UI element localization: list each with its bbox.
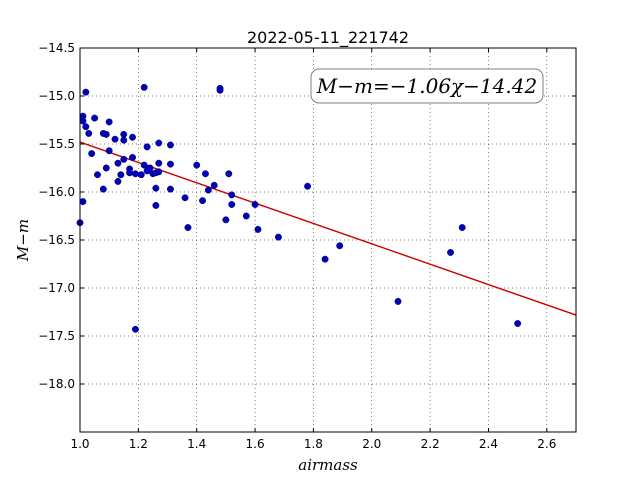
y-tick-label: −15.0 xyxy=(38,89,75,103)
data-point xyxy=(111,135,119,143)
data-point xyxy=(228,201,236,208)
data-point xyxy=(184,224,192,231)
x-tick-labels: 1.0 1.2 1.4 1.6 1.8 2.0 2.2 2.4 2.6 xyxy=(70,437,556,451)
data-point xyxy=(79,117,87,125)
x-tick-label: 2.4 xyxy=(479,437,498,451)
data-point xyxy=(82,88,90,96)
data-point xyxy=(79,198,87,206)
data-point xyxy=(137,171,145,179)
y-tick-label: −14.5 xyxy=(38,41,75,55)
y-tick-labels: −14.5 −15.0 −15.5 −16.0 −16.5 −17.0 −17.5 −18.0 xyxy=(38,41,75,391)
data-point xyxy=(105,118,113,126)
data-point xyxy=(85,129,93,137)
data-point xyxy=(228,191,236,199)
data-point xyxy=(181,194,189,202)
data-point xyxy=(120,155,128,163)
data-point xyxy=(166,141,174,149)
y-tick-label: −17.0 xyxy=(38,281,75,295)
y-tick-label: −17.5 xyxy=(38,329,75,343)
data-point xyxy=(88,150,96,158)
data-point xyxy=(225,170,233,178)
data-point xyxy=(274,233,282,241)
x-tick-label: 2.0 xyxy=(362,437,381,451)
x-tick-label: 1.0 xyxy=(70,437,89,451)
annotation-text: M−m=−1.06χ−14.42 xyxy=(316,74,537,98)
data-point xyxy=(99,185,107,193)
data-point xyxy=(126,165,134,173)
data-point xyxy=(82,123,90,131)
x-tick-label: 2.6 xyxy=(537,437,556,451)
x-tick-label: 1.6 xyxy=(246,437,265,451)
data-point xyxy=(146,164,154,172)
data-point xyxy=(152,201,160,209)
data-point xyxy=(140,83,148,91)
data-point xyxy=(199,197,206,205)
data-point xyxy=(254,225,262,233)
x-tick-label: 1.2 xyxy=(129,437,148,451)
fit-line-layer xyxy=(79,141,577,316)
data-point xyxy=(120,130,128,138)
annotation-box xyxy=(310,68,544,104)
x-tick-label: 1.8 xyxy=(304,437,323,451)
data-point xyxy=(394,297,402,305)
data-point xyxy=(152,184,160,192)
data-point xyxy=(202,170,209,178)
data-point xyxy=(117,171,125,179)
y-tick-label: −16.0 xyxy=(38,185,75,199)
data-point xyxy=(166,160,174,168)
data-point xyxy=(94,171,101,179)
data-point xyxy=(155,139,163,147)
data-point xyxy=(131,170,139,178)
chart-title: 2022-05-11_221742 xyxy=(247,28,409,48)
data-point xyxy=(102,164,110,172)
equation-annotation: M−m=−1.06χ−14.42 xyxy=(310,68,544,104)
data-point xyxy=(143,143,151,151)
fit-line xyxy=(79,141,577,316)
data-point xyxy=(102,130,110,138)
data-point xyxy=(321,255,329,263)
data-point xyxy=(193,161,201,169)
data-point xyxy=(114,177,122,185)
x-tick-label: 1.4 xyxy=(187,437,206,451)
y-tick-label: −18.0 xyxy=(38,377,75,391)
data-point xyxy=(204,186,212,194)
data-point xyxy=(140,161,148,169)
x-axis-label: airmass xyxy=(298,456,358,474)
data-point xyxy=(155,168,163,176)
data-point xyxy=(242,212,250,220)
data-point xyxy=(251,201,259,208)
data-point xyxy=(114,159,122,167)
data-point xyxy=(210,181,218,189)
data-point xyxy=(155,159,163,167)
data-point xyxy=(458,224,466,231)
y-tick-label: −15.5 xyxy=(38,137,75,151)
data-point xyxy=(304,182,312,190)
data-point xyxy=(166,185,174,193)
data-point xyxy=(216,86,224,94)
data-point xyxy=(105,147,113,155)
data-point xyxy=(514,320,522,327)
data-point xyxy=(120,136,128,144)
data-point xyxy=(336,242,344,250)
data-point xyxy=(447,249,454,256)
y-tick-label: −16.5 xyxy=(38,233,75,247)
data-point xyxy=(91,114,99,122)
data-points xyxy=(76,83,522,333)
tick-marks xyxy=(79,47,576,432)
data-point xyxy=(131,325,139,333)
data-point xyxy=(129,153,136,161)
x-tick-label: 2.2 xyxy=(421,437,440,451)
data-point xyxy=(222,216,230,224)
y-axis-label: M−m xyxy=(14,219,32,262)
data-point xyxy=(129,133,136,141)
